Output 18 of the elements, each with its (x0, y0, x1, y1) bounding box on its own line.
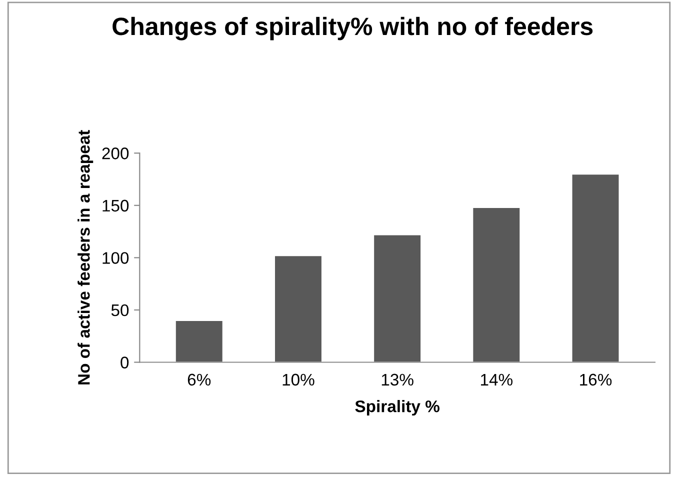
y-tick-label: 100 (102, 252, 129, 264)
bar (472, 206, 521, 362)
y-tick-label: 200 (102, 148, 129, 160)
chart-title: Changes of spirality% with no of feeders (112, 16, 593, 40)
bar (174, 320, 224, 362)
x-tick-label: 13% (382, 374, 414, 386)
bar (571, 173, 620, 362)
y-tick-label: 0 (120, 356, 129, 368)
x-tick-label: 16% (580, 374, 612, 386)
x-tick-label: 6% (188, 374, 211, 386)
x-tick-label: 14% (480, 374, 512, 386)
x-axis-title: Spirality % (355, 400, 440, 416)
y-tick-label: 150 (102, 200, 129, 212)
x-tick-label: 10% (282, 374, 314, 386)
bar (274, 255, 323, 362)
y-tick-label: 50 (111, 304, 129, 316)
y-axis-title: No of active feeders in a reapeat (78, 130, 94, 384)
bar (372, 234, 422, 362)
